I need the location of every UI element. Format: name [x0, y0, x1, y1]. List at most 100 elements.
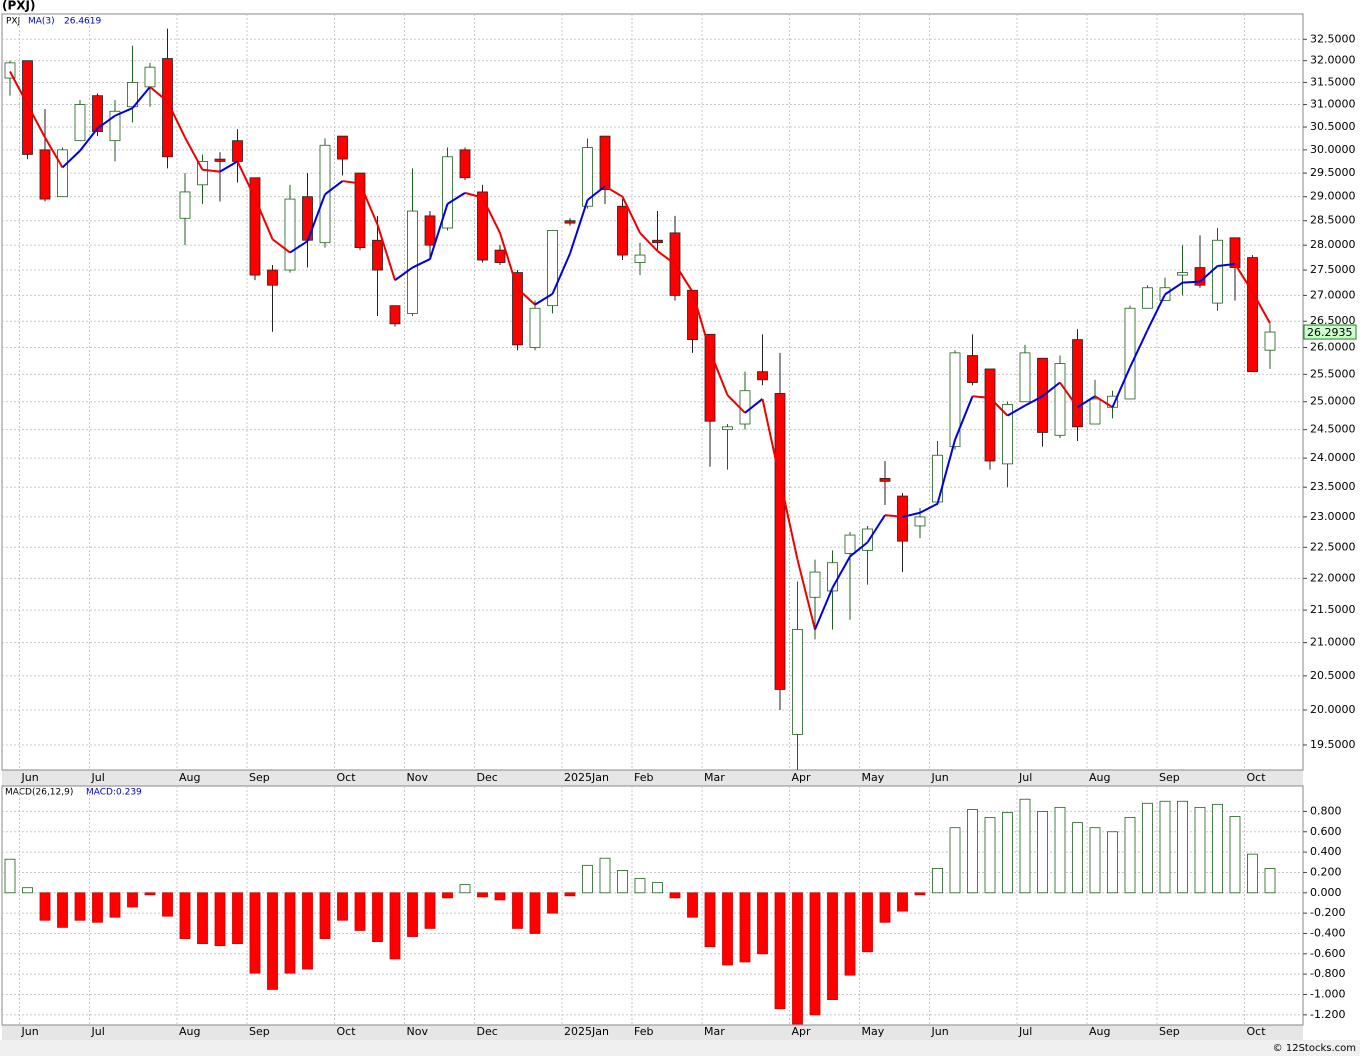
candle-body — [1072, 339, 1083, 428]
ma-segment — [849, 541, 869, 558]
candle-body — [967, 355, 978, 383]
y-tick-label: 30.5000 — [1310, 120, 1356, 133]
ma-segment — [464, 191, 483, 199]
macd-bar — [232, 892, 243, 945]
y-tick-label: 0.800 — [1310, 804, 1342, 817]
macd-bar — [897, 892, 908, 912]
ma-segment — [1094, 395, 1114, 409]
ma-segment — [936, 439, 956, 505]
y-tick-label: -0.400 — [1310, 926, 1345, 939]
macd-bar — [424, 892, 436, 929]
y-tick-label: 23.0000 — [1310, 510, 1356, 523]
ma-segment — [972, 395, 991, 399]
y-tick-label: 27.5000 — [1310, 263, 1356, 276]
candle-body — [984, 368, 996, 462]
candle-body — [792, 629, 803, 735]
ma-segment — [61, 150, 81, 169]
macd-bar — [932, 867, 943, 894]
macd-bar — [1264, 868, 1276, 894]
macd-bar — [687, 892, 698, 918]
candle-body — [144, 66, 156, 88]
macd-bar — [949, 827, 961, 894]
candle-body — [1177, 272, 1188, 276]
macd-bar — [617, 870, 628, 894]
macd-bar — [127, 892, 138, 908]
x-tick-label: Sep — [249, 771, 270, 784]
y-tick-label: -0.800 — [1310, 967, 1345, 980]
x-tick-label: Oct — [337, 1025, 357, 1038]
x-tick-label: Jul — [1018, 1025, 1032, 1038]
ma-segment — [236, 160, 256, 199]
ma-segment — [202, 168, 221, 173]
y-tick-label: 21.0000 — [1310, 636, 1356, 649]
legend-entry: MACD(26,12,9) — [5, 788, 73, 798]
candle-body — [844, 534, 856, 554]
x-tick-label: Feb — [634, 1025, 653, 1038]
y-tick-label: 27.0000 — [1310, 288, 1356, 301]
candle-body — [652, 239, 663, 244]
candle-body — [459, 149, 471, 179]
candle-body — [564, 220, 576, 224]
x-tick-label: Jun — [931, 771, 949, 784]
macd-bar — [249, 892, 261, 974]
ma-segment — [1041, 381, 1061, 398]
ma-segment — [919, 502, 938, 514]
ma-segment — [814, 587, 834, 630]
macd-bar — [337, 892, 348, 921]
macd-bar — [57, 892, 68, 928]
macd-bar — [652, 882, 663, 894]
ma-segment — [902, 511, 921, 518]
candle-body — [512, 272, 523, 346]
macd-bar — [704, 892, 716, 948]
candle-body — [1247, 257, 1258, 373]
macd-bar — [1002, 812, 1013, 894]
candle-body — [704, 333, 716, 422]
ma-segment — [394, 266, 414, 281]
candle-body — [39, 149, 51, 200]
ma-segment — [779, 479, 799, 560]
candle-body — [4, 62, 16, 79]
y-tick-label: -1.200 — [1310, 1008, 1345, 1021]
macd-bar — [1194, 806, 1206, 894]
candle-body — [1142, 287, 1153, 309]
macd-bar — [599, 857, 611, 894]
y-tick-label: 25.5000 — [1310, 367, 1356, 380]
y-tick-label: -0.200 — [1310, 906, 1345, 919]
macd-bar — [372, 892, 383, 943]
macd-bar — [512, 892, 523, 929]
candle-body — [1124, 307, 1136, 400]
ma-segment — [499, 232, 519, 290]
macd-bar — [319, 892, 331, 939]
macd-bar — [1037, 811, 1048, 894]
ma-segment — [1199, 265, 1219, 283]
x-tick-label: Jul — [1018, 771, 1032, 784]
x-tick-label: Sep — [1159, 771, 1180, 784]
ma-segment — [1076, 395, 1096, 409]
macd-bar — [1142, 802, 1153, 894]
ma-segment — [359, 183, 379, 225]
ma-segment — [1251, 291, 1271, 324]
y-tick-label: 0.000 — [1310, 886, 1342, 899]
candle-body — [1089, 398, 1101, 425]
y-tick-label: 26.5000 — [1310, 314, 1356, 327]
candle-body — [74, 104, 86, 142]
macd-bar — [284, 892, 296, 974]
ma-segment — [621, 196, 641, 234]
x-tick-label: Dec — [477, 1025, 498, 1038]
macd-bar — [1107, 831, 1118, 894]
y-tick-label: 28.0000 — [1310, 238, 1356, 251]
macd-bar — [1247, 853, 1258, 894]
x-tick-label: 2025Jan — [564, 771, 609, 784]
ma-segment — [796, 559, 816, 630]
ma-segment — [516, 288, 536, 306]
candle-body — [232, 140, 243, 162]
ma-segment — [9, 71, 29, 106]
chart-title: (PXJ) — [2, 0, 35, 13]
ma-segment — [726, 394, 746, 414]
y-tick-label: 0.400 — [1310, 845, 1342, 858]
macd-bar — [4, 858, 16, 894]
y-tick-label: 29.5000 — [1310, 166, 1356, 179]
ma-segment — [429, 203, 449, 260]
x-tick-label: Oct — [1247, 771, 1267, 784]
x-tick-label: Oct — [1247, 1025, 1267, 1038]
